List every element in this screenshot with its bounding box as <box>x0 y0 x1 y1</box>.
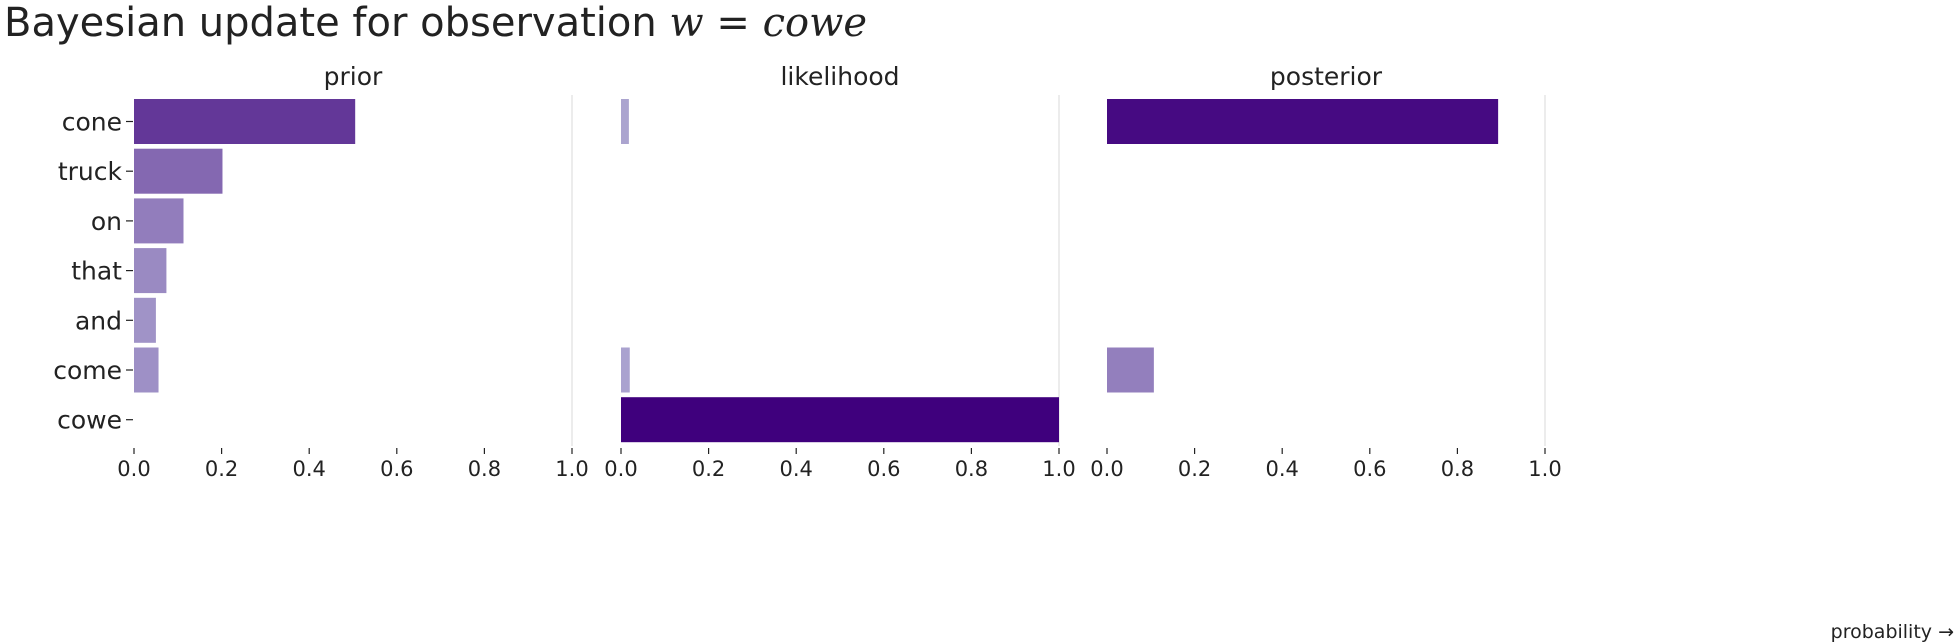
chart-panels: prior 0.0 0.2 0.4 0.6 0.8 1.0 likelihood 0.0 0.2 0… <box>117 62 1561 481</box>
x-tick-label-prior-4: 0.8 <box>468 457 501 481</box>
x-tick-label-prior-0: 0.0 <box>117 457 150 481</box>
panel-title-prior: prior <box>324 62 383 91</box>
x-tick-label-likelihood-0: 0.0 <box>604 457 637 481</box>
bar-posterior-cone <box>1107 99 1499 144</box>
x-tick-label-prior-2: 0.4 <box>292 457 325 481</box>
x-tick-label-posterior-3: 0.6 <box>1353 457 1386 481</box>
panel-title-posterior: posterior <box>1270 62 1383 91</box>
chart-title-math-value: cowe <box>762 0 868 46</box>
x-tick-label-likelihood-4: 0.8 <box>955 457 988 481</box>
panel-posterior: posterior 0.0 0.2 0.4 0.6 0.8 1.0 <box>1090 62 1561 481</box>
chart-title-text: Bayesian update for observation <box>4 0 670 46</box>
x-tick-label-posterior-4: 0.8 <box>1441 457 1474 481</box>
x-tick-label-posterior-2: 0.4 <box>1265 457 1298 481</box>
bar-likelihood-cowe <box>621 397 1059 443</box>
bar-prior-that <box>134 248 167 294</box>
bar-likelihood-cone <box>621 99 629 144</box>
x-tick-label-likelihood-2: 0.4 <box>779 457 812 481</box>
bar-prior-truck <box>134 148 223 194</box>
x-tick-label-prior-5: 1.0 <box>555 457 588 481</box>
x-tick-label-prior-1: 0.2 <box>205 457 238 481</box>
bar-posterior-come <box>1107 347 1154 393</box>
bar-prior-cone <box>134 99 356 144</box>
category-label-truck: truck <box>58 157 123 186</box>
category-axis: cone truck on that and come cowe <box>53 108 133 435</box>
x-tick-label-posterior-0: 0.0 <box>1090 457 1123 481</box>
bar-likelihood-come <box>621 347 630 393</box>
x-tick-label-likelihood-5: 1.0 <box>1042 457 1075 481</box>
chart-title-math-variable: w <box>669 0 704 46</box>
bar-prior-on <box>134 198 184 244</box>
x-tick-label-prior-3: 0.6 <box>380 457 413 481</box>
x-tick-label-likelihood-3: 0.6 <box>867 457 900 481</box>
category-label-cone: cone <box>62 108 122 137</box>
x-tick-label-posterior-1: 0.2 <box>1178 457 1211 481</box>
x-axis-title: probability → <box>1831 621 1954 643</box>
bar-prior-and <box>134 297 156 343</box>
panel-title-likelihood: likelihood <box>780 62 899 91</box>
x-tick-label-likelihood-1: 0.2 <box>692 457 725 481</box>
category-label-cowe: cowe <box>57 406 122 435</box>
category-label-that: that <box>71 257 122 286</box>
category-label-come: come <box>53 356 122 385</box>
category-label-on: on <box>91 207 122 236</box>
panel-prior: prior 0.0 0.2 0.4 0.6 0.8 1.0 <box>117 62 588 481</box>
chart-title: Bayesian update for observation w = cowe <box>4 0 867 46</box>
category-label-and: and <box>75 306 122 335</box>
x-tick-label-posterior-5: 1.0 <box>1528 457 1561 481</box>
bar-prior-come <box>134 347 159 393</box>
chart-title-math-equals: = <box>703 0 763 46</box>
panel-likelihood: likelihood 0.0 0.2 0.4 0.6 0.8 1.0 <box>604 62 1075 481</box>
